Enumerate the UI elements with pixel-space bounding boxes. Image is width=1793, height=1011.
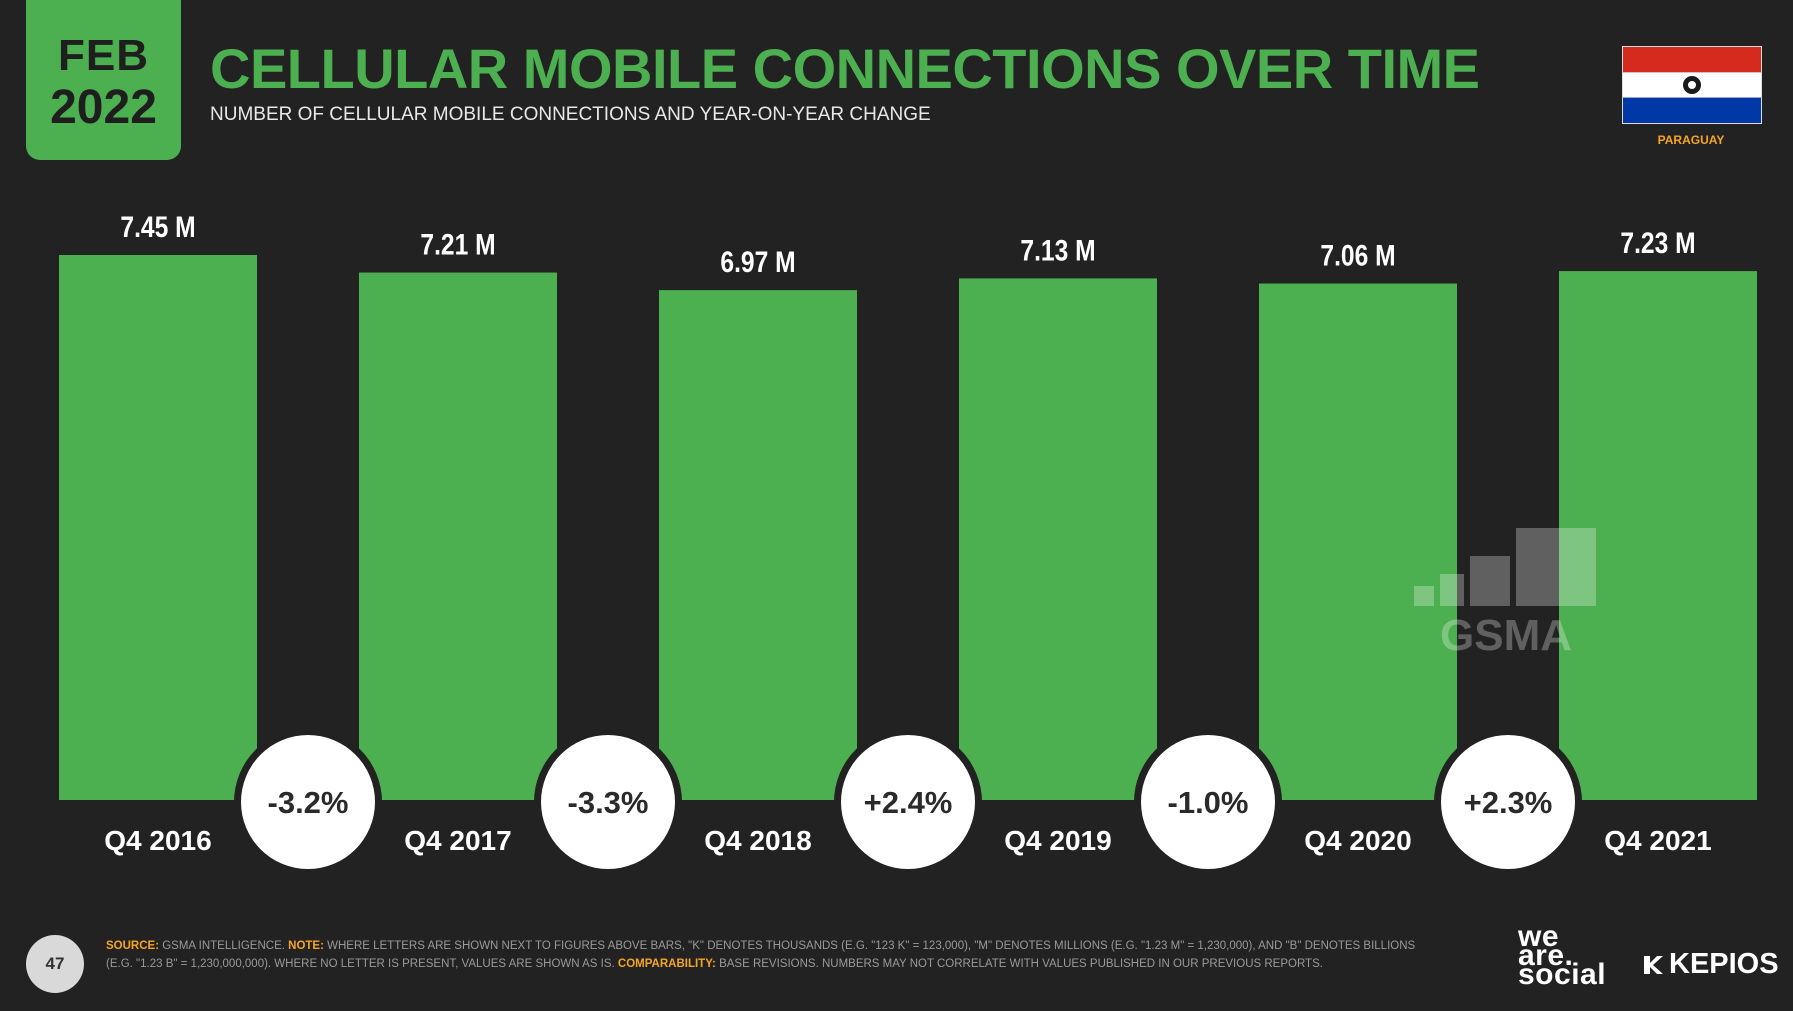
x-tick-label: Q4 2017 (404, 825, 511, 856)
page-number: 47 (26, 935, 84, 993)
bar-value-label: 7.21 M (420, 227, 495, 261)
bar-q4-2019 (959, 278, 1157, 800)
flag-stripe-red (1623, 47, 1761, 73)
we-are-social-logo: we are. social (1518, 922, 1607, 991)
date-badge: FEB 2022 (26, 0, 181, 160)
yoy-change-label: -1.0% (1168, 785, 1249, 820)
change-bubble (1441, 735, 1575, 869)
yoy-change-label: -3.3% (568, 785, 649, 820)
bar-q4-2021 (1559, 271, 1757, 800)
date-badge-month: FEB (58, 31, 149, 80)
comparability-label: COMPARABILITY: (617, 958, 716, 970)
kepios-logo: KEPIOS (1640, 948, 1779, 981)
x-tick-label: Q4 2016 (104, 825, 211, 856)
yoy-change-label: +2.4% (864, 785, 953, 820)
bar-value-label: 7.23 M (1620, 226, 1695, 260)
yoy-change-label: +2.3% (1464, 785, 1553, 820)
bar-value-label: 6.97 M (720, 245, 795, 279)
page-title: CELLULAR MOBILE CONNECTIONS OVER TIME (210, 37, 1480, 100)
change-bubble (541, 735, 675, 869)
comparability-text: BASE REVISIONS. NUMBERS MAY NOT CORRELAT… (719, 958, 1323, 970)
footnote: SOURCE: GSMA INTELLIGENCE. NOTE: WHERE L… (106, 937, 1426, 973)
gsma-watermark-text: GSMA (1440, 611, 1572, 656)
bar-value-label: 7.06 M (1320, 238, 1395, 272)
bar-q4-2020 (1259, 283, 1457, 800)
bar-q4-2016 (59, 255, 257, 800)
x-tick-label: Q4 2020 (1304, 825, 1411, 856)
bar-value-label: 7.45 M (120, 210, 195, 244)
x-tick-label: Q4 2018 (704, 825, 811, 856)
bar-q4-2017 (359, 272, 557, 801)
change-bubble (1141, 735, 1275, 869)
kepios-logo-text: KEPIOS (1669, 948, 1779, 980)
bar-q4-2018 (659, 290, 857, 800)
we-are-social-logo-line3: social (1518, 958, 1607, 991)
yoy-change-label: -3.2% (268, 785, 349, 820)
page-subtitle: NUMBER OF CELLULAR MOBILE CONNECTIONS AN… (210, 104, 931, 125)
paraguay-flag-icon (1622, 46, 1762, 124)
note-label: NOTE: (288, 940, 324, 952)
change-bubble (241, 735, 375, 869)
change-bubble (841, 735, 975, 869)
source-label: SOURCE: (106, 940, 160, 952)
kepios-mark-icon (1644, 955, 1663, 974)
note-text: WHERE LETTERS ARE SHOWN NEXT TO FIGURES … (106, 940, 1416, 970)
date-badge-year: 2022 (50, 81, 157, 134)
x-tick-label: Q4 2021 (1604, 825, 1711, 856)
gsma-watermark: GSMA (1414, 528, 1596, 656)
x-tick-label: Q4 2019 (1004, 825, 1111, 856)
country-label: PARAGUAY (1657, 133, 1725, 147)
source-text: GSMA INTELLIGENCE. (162, 940, 285, 952)
flag-stripe-blue (1623, 97, 1761, 123)
bar-value-label: 7.13 M (1020, 233, 1095, 267)
